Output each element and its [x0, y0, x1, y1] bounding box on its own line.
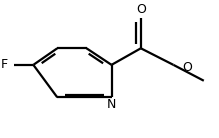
Text: N: N [107, 98, 116, 111]
Text: O: O [136, 3, 146, 16]
Text: F: F [0, 58, 8, 71]
Text: O: O [183, 61, 193, 74]
